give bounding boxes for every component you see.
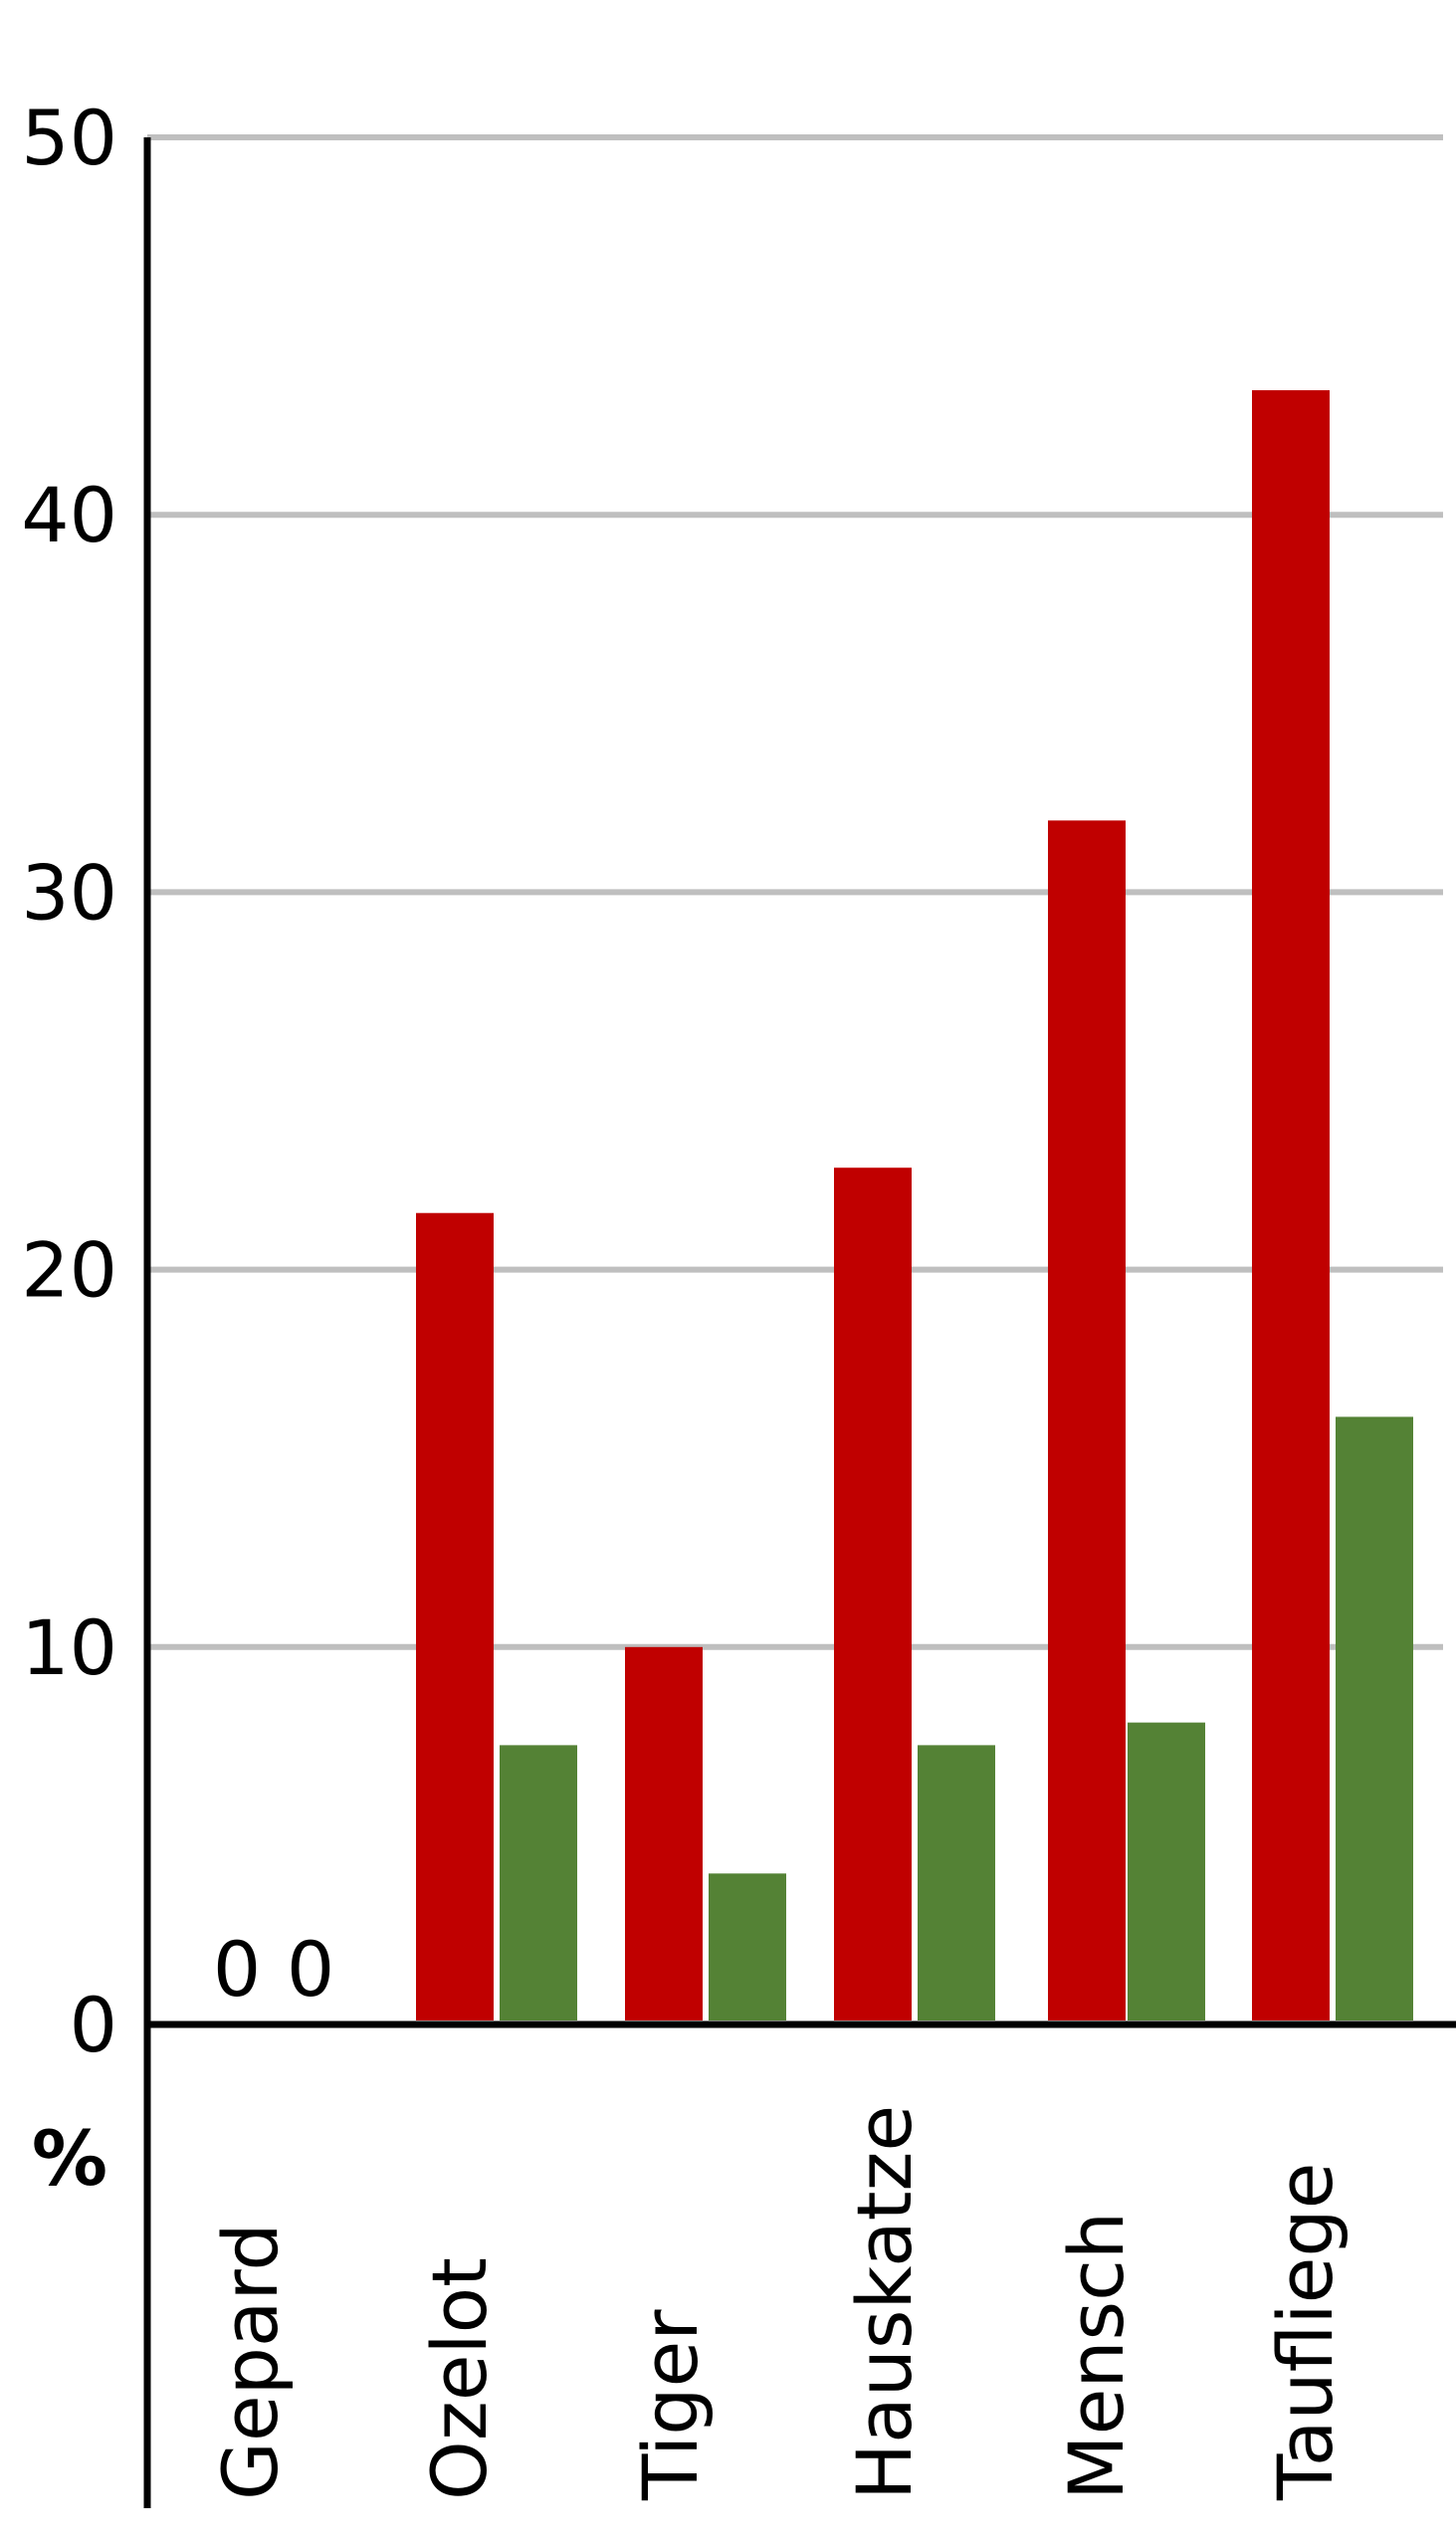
category-label: Taufliege <box>1261 2163 1350 2501</box>
bar-green <box>1128 1722 1205 2020</box>
y-tick-label: 0 <box>70 1981 117 2069</box>
axes <box>143 137 1456 2508</box>
bar-red <box>1252 390 1330 2021</box>
bar-red <box>1048 820 1126 2020</box>
data-label: 0 <box>213 1925 261 2014</box>
bar-green <box>1336 1416 1413 2020</box>
y-axis-unit-label: % <box>32 2114 107 2203</box>
y-tick-label: 40 <box>21 471 117 559</box>
y-tick-label: 10 <box>21 1603 117 1692</box>
category-label: Ozelot <box>415 2257 504 2500</box>
data-label: 0 <box>287 1925 334 2014</box>
bars <box>416 390 1413 2021</box>
category-label: Tiger <box>626 2309 715 2501</box>
y-tick-label: 30 <box>21 848 117 937</box>
bar-red <box>834 1168 912 2020</box>
bar-green <box>918 1745 995 2020</box>
category-label: Mensch <box>1052 2212 1141 2500</box>
category-label: Hauskatze <box>840 2105 929 2500</box>
bar-green <box>709 1873 786 2020</box>
y-tick-label: 50 <box>21 94 117 182</box>
bar-green <box>500 1745 577 2020</box>
bar-red <box>625 1646 703 2020</box>
category-label: Gepard <box>206 2223 295 2500</box>
bar-red <box>416 1212 494 2020</box>
y-tick-label: 20 <box>21 1226 117 1315</box>
gridlines <box>147 134 1443 1650</box>
